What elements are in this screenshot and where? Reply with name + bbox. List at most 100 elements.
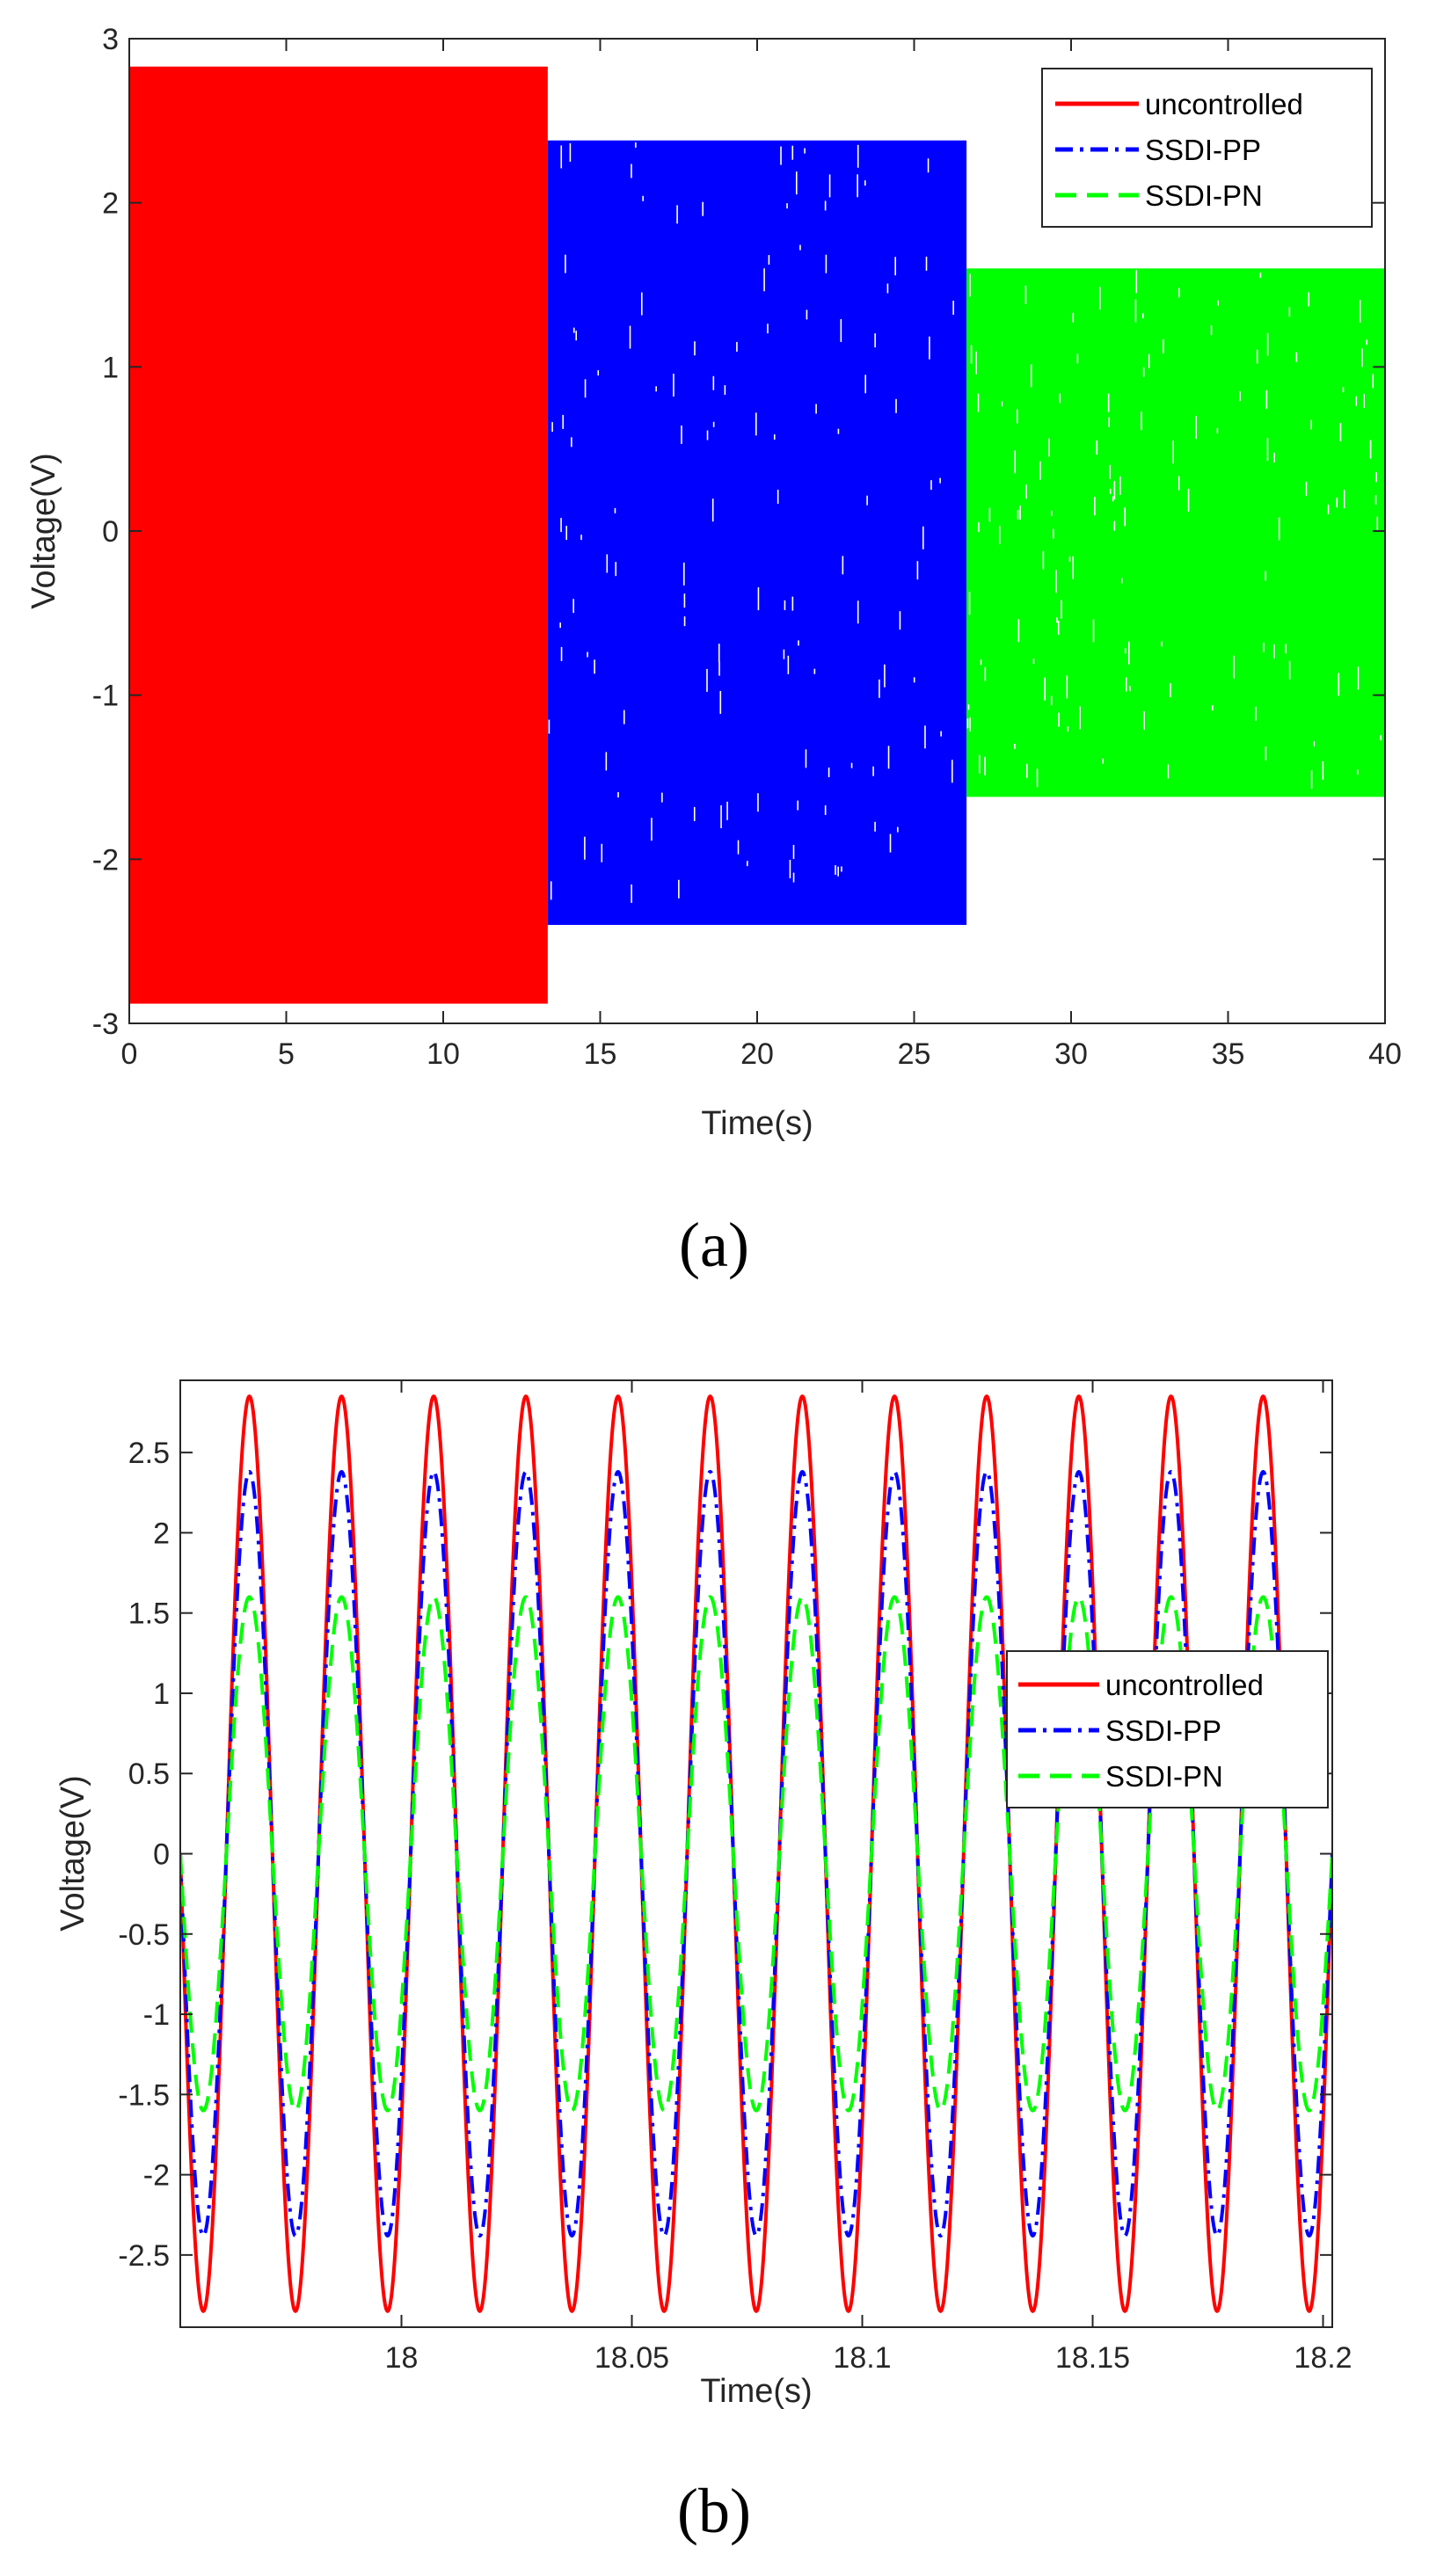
series-line-uncontrolled [180, 1394, 1332, 2313]
dash-gap [791, 596, 794, 611]
panel-a-legend-label-ssdi-pn: SSDI-PN [1145, 179, 1263, 212]
dash-gap [1322, 760, 1324, 780]
dash-gap [1161, 641, 1163, 647]
dash-gap [1310, 770, 1313, 790]
series-block-uncontrolled [129, 66, 548, 1004]
dash-gap [1265, 571, 1266, 581]
dash-gap [720, 804, 722, 828]
dash-gap [1369, 440, 1372, 459]
dash-gap [874, 821, 876, 832]
dash-gap [968, 592, 971, 615]
dash-gap [1273, 452, 1275, 462]
x-tick-label: 35 [1212, 1037, 1245, 1071]
y-tick-label: 2.5 [128, 1437, 170, 1470]
dash-gap [550, 881, 552, 900]
dash-gap [975, 351, 977, 375]
dash-gap [597, 370, 600, 376]
dash-gap [1148, 353, 1150, 368]
dash-gap [1359, 300, 1361, 324]
dash-gap [969, 273, 971, 297]
series-block-ssdi-pp [547, 140, 967, 925]
dash-gap [1017, 409, 1018, 424]
dash-gap [1032, 659, 1035, 665]
dash-gap [872, 766, 874, 776]
dash-gap [929, 336, 930, 360]
dash-gap [984, 756, 986, 775]
dash-gap [1109, 464, 1112, 479]
dash-gap [1366, 339, 1368, 346]
dash-gap [1017, 509, 1019, 520]
dash-gap [1288, 307, 1291, 317]
dash-gap [1357, 666, 1360, 690]
dash-gap [572, 599, 574, 614]
dash-gap [1355, 396, 1358, 406]
panel-a-plot-area [129, 66, 1385, 1004]
dash-gap [678, 879, 680, 899]
x-tick-label: 25 [898, 1037, 931, 1071]
y-tick-label: 1 [102, 351, 119, 384]
dash-gap [828, 768, 830, 778]
series-line-ssdi-pp [180, 1469, 1332, 2238]
dash-gap [1067, 726, 1069, 732]
dash-gap [763, 268, 765, 292]
dash-gap [1143, 711, 1145, 731]
dash-gap [1014, 450, 1017, 474]
x-tick-label: 20 [740, 1037, 774, 1071]
dash-gap [683, 562, 685, 586]
dash-gap [835, 865, 836, 876]
dash-gap [1096, 440, 1098, 455]
dash-gap [736, 341, 738, 352]
panel-a-caption: (a) [679, 1210, 749, 1280]
dash-gap [1112, 496, 1114, 502]
dash-gap [1187, 488, 1190, 512]
dash-gap [924, 725, 926, 749]
dash-gap [1098, 287, 1101, 310]
x-tick-label: 10 [427, 1037, 460, 1071]
panel-b-ticks: 18 18.05 18.1 18.15 18.2 -2.5 -2 -1.5 -1 -0.5 0 0.5… [118, 1380, 1352, 2375]
dash-gap [676, 205, 678, 224]
dash-gap [874, 333, 876, 348]
dash-gap [768, 255, 770, 266]
dash-gap [977, 393, 980, 412]
dash-gap [694, 341, 696, 356]
dash-gap [1172, 440, 1175, 464]
dash-gap [1380, 735, 1382, 741]
dash-gap [575, 331, 578, 341]
dash-gap [1259, 273, 1262, 279]
y-tick-label: 1 [153, 1677, 170, 1711]
y-tick-label: 0 [153, 1838, 170, 1872]
dash-gap [1092, 619, 1095, 643]
y-tick-label: 2 [102, 187, 119, 221]
dash-gap [565, 526, 568, 541]
dash-gap [930, 480, 932, 491]
dash-gap [642, 195, 644, 201]
y-tick-label: -0.5 [118, 1918, 170, 1952]
dash-gap [1109, 488, 1112, 494]
dash-gap [1374, 495, 1377, 506]
dash-gap [1068, 556, 1071, 562]
dash-gap [773, 434, 776, 440]
y-tick-label: 1.5 [128, 1597, 170, 1631]
dash-gap [1076, 353, 1079, 364]
dash-gap [1141, 411, 1142, 431]
dash-gap [584, 836, 586, 860]
dash-gap [693, 806, 696, 821]
dash-gap [970, 345, 973, 364]
dash-gap [1119, 476, 1121, 495]
dash-gap [1019, 505, 1021, 520]
dash-gap [979, 754, 981, 774]
dash-gap [661, 792, 663, 803]
dash-gap [804, 148, 806, 154]
dash-gap [1263, 642, 1265, 652]
dash-gap [1042, 550, 1045, 570]
dash-gap [879, 679, 880, 698]
dash-gap [1142, 367, 1145, 377]
dash-gap [711, 498, 714, 522]
dash-gap [1363, 393, 1366, 408]
dash-gap [897, 826, 899, 833]
dash-gap [1170, 683, 1171, 698]
dash-gap [887, 746, 890, 769]
dash-gap [1036, 768, 1039, 788]
dash-gap [673, 374, 674, 397]
